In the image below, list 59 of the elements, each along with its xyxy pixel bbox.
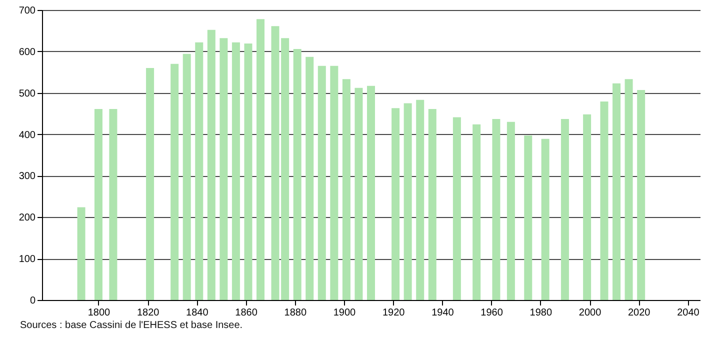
bar [541, 138, 550, 300]
bar [306, 56, 314, 300]
bar [244, 44, 252, 300]
x-tick-label: 1900 [333, 308, 356, 318]
x-tick-label: 2020 [628, 308, 651, 318]
x-tick-label: 1940 [432, 308, 454, 318]
source-note: Sources : base Cassini de l'EHESS et base Insee. [20, 320, 243, 331]
x-tick-label: 2000 [578, 308, 602, 318]
bar [428, 109, 436, 300]
x-tick-label: 1800 [88, 308, 111, 318]
bar [318, 66, 326, 300]
x-tick-label: 1840 [186, 308, 209, 318]
bar [404, 103, 412, 300]
x-tick-label: 1980 [530, 308, 552, 318]
bar [583, 114, 592, 300]
y-tick-label: 600 [18, 46, 36, 58]
bar [182, 54, 191, 300]
bar [94, 109, 102, 300]
bar [560, 118, 569, 300]
bar [492, 118, 500, 300]
y-tick-label: 300 [18, 171, 36, 182]
bar [220, 38, 228, 300]
bar [330, 66, 338, 300]
bar [170, 64, 179, 300]
x-tick-label: 1880 [284, 308, 307, 318]
bar [637, 90, 646, 300]
bar [524, 136, 532, 300]
bar [452, 117, 461, 300]
y-tick-label: 0 [30, 296, 36, 306]
y-tick-label: 400 [18, 130, 36, 141]
bar [109, 109, 118, 300]
bar [207, 30, 216, 300]
bar [506, 122, 515, 300]
bar [146, 68, 154, 300]
x-tick-label: 1960 [480, 308, 504, 318]
y-tick-label: 500 [18, 88, 36, 100]
bar [392, 108, 400, 300]
x-tick-label: 2040 [677, 308, 700, 318]
bar [293, 48, 302, 300]
x-tick-label: 1860 [235, 308, 258, 318]
bar [195, 42, 204, 300]
bar [77, 207, 86, 300]
bar [612, 83, 621, 300]
bar [624, 79, 633, 300]
x-tick-label: 1820 [136, 308, 160, 318]
bar [354, 88, 363, 300]
bar [367, 86, 375, 300]
y-tick-label: 100 [18, 254, 36, 266]
x-tick-label: 1920 [382, 308, 406, 318]
bar [256, 19, 265, 300]
bar [232, 42, 240, 300]
y-tick-label: 700 [18, 6, 36, 16]
bar [281, 38, 290, 300]
bar [600, 102, 608, 300]
bar [416, 100, 424, 300]
bar [271, 26, 280, 300]
bar [472, 124, 481, 300]
bar [342, 79, 350, 300]
y-tick-label: 200 [18, 212, 36, 224]
